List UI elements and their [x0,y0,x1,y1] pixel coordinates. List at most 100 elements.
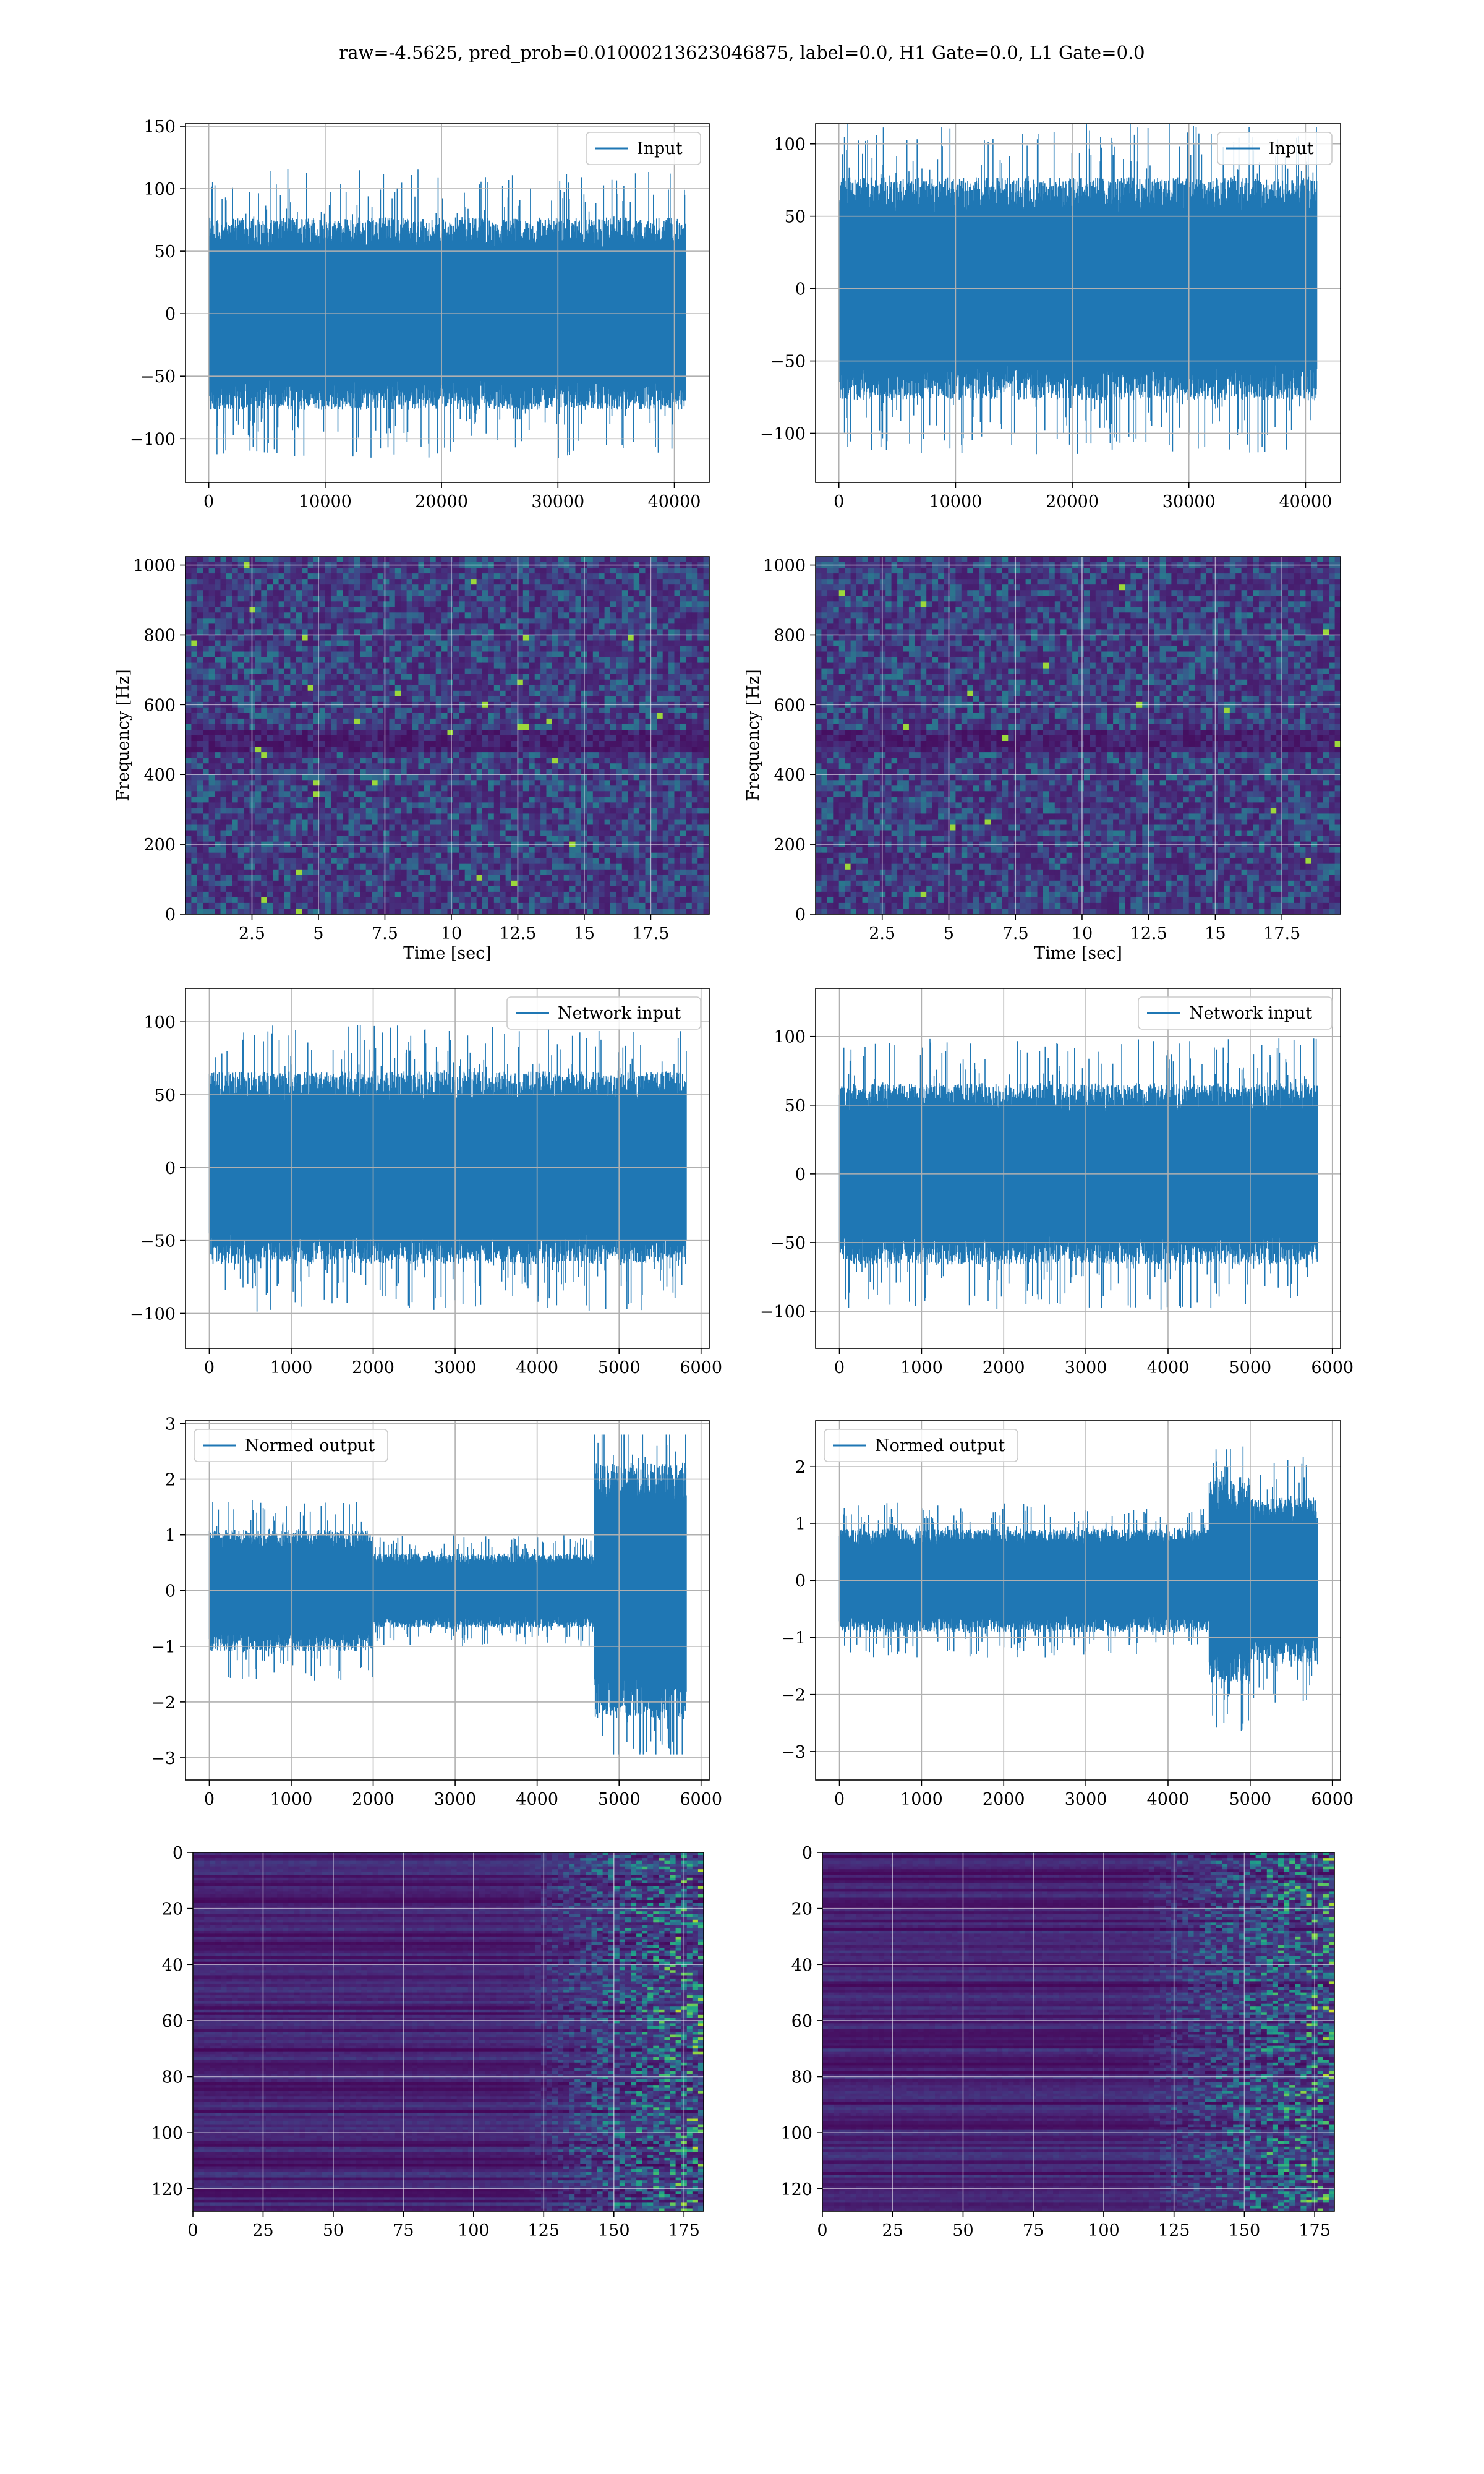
legend: Input [1217,132,1333,165]
y-tick-label: 200 [143,836,176,855]
legend-box [1138,996,1333,1030]
x-tick-label: 5 [313,924,323,943]
legend: Normed output [824,1429,1018,1462]
x-tick-label: 2.5 [239,924,265,943]
y-axis-label: Frequency [Hz] [114,669,133,801]
x-tick-label: 50 [323,2221,344,2240]
y-tick-label: 40 [791,1956,812,1975]
legend: Normed output [194,1429,388,1462]
panel-input-h: 0 10000 20000 30000 40000 −100 −50 0 50 100 150 Inp… [130,118,710,511]
y-tick-label: 2 [795,1458,806,1477]
grid [186,124,709,482]
x-tick-label: 6000 [680,1790,722,1809]
x-tick-label: 1000 [900,1790,943,1809]
y-tick-label: 0 [795,1165,806,1184]
x-tick-label: 2000 [983,1790,1025,1809]
x-tick-label: 0 [204,1790,215,1809]
x-tick-label: 10000 [299,492,352,511]
panel-netin-h: 0 1000 2000 3000 4000 5000 6000 −100 −50 0 50 100 Ne… [130,988,722,1377]
y-tick-label: 0 [165,305,176,324]
y-tick-label: −3 [151,1749,176,1768]
x-tick-label: 40000 [648,492,701,511]
x-tick-label: 25 [252,2221,273,2240]
x-tick-label: 100 [1088,2221,1120,2240]
x-tick-label: 150 [1229,2221,1261,2240]
x-tick-label: 15 [574,924,595,943]
grid [186,1421,709,1780]
x-tick-label: 2000 [352,1358,394,1377]
x-tick-label: 2000 [352,1790,394,1809]
y-tick-label: 100 [151,2124,183,2143]
x-tick-label: 4000 [516,1790,558,1809]
panel-feat-h: 0 25 50 75 100 125 150 175 0 20 40 60 80 100 120 [151,1844,704,2240]
y-tick-label: 0 [795,1572,806,1591]
x-tick-label: 75 [1023,2221,1044,2240]
axes-frame [815,988,1341,1349]
x-tick-label: 5000 [1229,1790,1271,1809]
legend-box [1217,132,1333,165]
y-tick-label: 60 [162,2012,183,2031]
x-tick-label: 175 [668,2221,700,2240]
x-tick-label: 75 [393,2221,414,2240]
x-axis-label: Time [sec] [1034,944,1122,963]
panel-spec-l: 2.5 5 7.5 10 12.5 15 17.5 0 200 400 600 800 1000 Time… [744,556,1341,963]
x-tick-label: 20000 [1046,492,1099,511]
grid [816,124,1341,482]
x-tick-label: 5000 [1229,1358,1271,1377]
x-tick-label: 30000 [1162,492,1216,511]
x-tick-label: 4000 [1147,1358,1190,1377]
legend-label: Network input [558,1004,681,1023]
heatmap-image [816,557,1341,914]
legend-box [824,1429,1018,1462]
y-tick-label: 0 [802,1844,812,1863]
legend: Network input [1138,996,1333,1030]
y-tick-label: 800 [143,626,176,645]
y-tick-label: 50 [155,1086,176,1105]
y-tick-label: 20 [162,1900,183,1919]
y-tick-label: −2 [151,1693,176,1713]
x-tick-label: 1000 [900,1358,943,1377]
y-tick-label: −50 [770,1234,806,1253]
y-tick-label: −2 [781,1686,806,1705]
grid [816,1421,1341,1780]
y-tick-label: 20 [791,1900,812,1919]
x-tick-label: 175 [1298,2221,1331,2240]
y-tick-label: 50 [785,1097,806,1116]
y-tick-label: −100 [130,1304,176,1324]
y-tick-label: 1000 [763,557,806,576]
y-tick-label: 3 [165,1415,176,1434]
series-line [208,1025,687,1312]
y-tick-label: −100 [760,1303,806,1322]
x-tick-label: 6000 [680,1358,722,1377]
x-tick-label: 0 [834,492,844,511]
x-tick-label: 7.5 [372,924,398,943]
heatmap-image [822,1852,1334,2211]
y-tick-label: −100 [760,424,806,443]
x-tick-label: 10000 [929,492,982,511]
panel-normed-l: 0 1000 2000 3000 4000 5000 6000 −3 −2 −1 0 1 2 Normed… [781,1420,1354,1809]
x-tick-label: 0 [834,1790,845,1809]
x-tick-label: 6000 [1311,1790,1354,1809]
x-tick-label: 3000 [1065,1358,1107,1377]
axes-frame [192,1852,704,2212]
legend-box [194,1429,388,1462]
y-tick-label: 80 [162,2068,183,2087]
y-tick-label: 0 [165,905,176,925]
series-line [838,124,1318,455]
x-tick-label: 15 [1205,924,1226,943]
legend-label: Network input [1189,1004,1312,1023]
x-tick-label: 4000 [516,1358,558,1377]
x-tick-label: 1000 [270,1790,313,1809]
axes-frame [822,1852,1335,2212]
y-tick-label: −100 [130,430,176,449]
x-tick-label: 10 [441,924,462,943]
x-tick-label: 6000 [1311,1358,1354,1377]
grid [822,1852,1334,2211]
y-tick-label: 40 [162,1956,183,1975]
legend-label: Normed output [875,1436,1005,1455]
x-tick-label: 0 [834,1358,845,1377]
axes-frame [815,1420,1341,1781]
legend-label: Input [1268,139,1314,158]
x-tick-label: 12.5 [499,924,536,943]
